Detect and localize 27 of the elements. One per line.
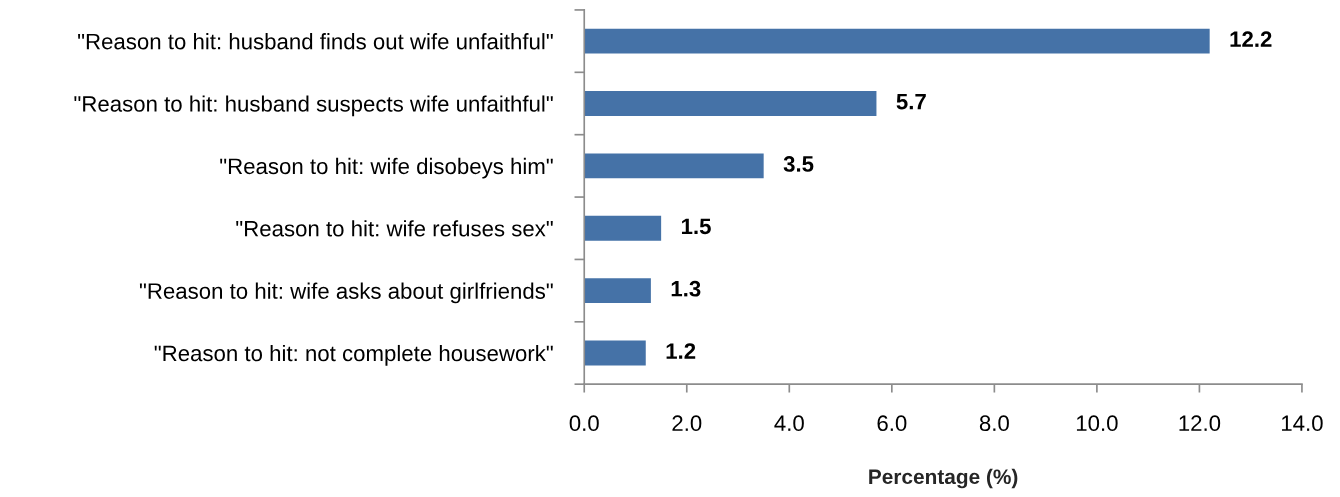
x-tick-label: 10.0 bbox=[1076, 415, 1118, 432]
data-label: 1.5 bbox=[681, 218, 711, 235]
bar bbox=[584, 215, 662, 241]
x-axis-title: Percentage (%) bbox=[869, 468, 1018, 489]
bar bbox=[584, 340, 646, 366]
x-tick-label: 6.0 bbox=[877, 415, 907, 432]
data-label: 12.2 bbox=[1230, 31, 1272, 47]
data-label: 3.5 bbox=[783, 156, 814, 172]
x-tick-label: 12.0 bbox=[1179, 415, 1221, 432]
data-label: 1.3 bbox=[671, 280, 701, 297]
y-tick-label: "Reason to hit: wife disobeys him" bbox=[220, 157, 553, 179]
data-label: 1.2 bbox=[666, 343, 696, 359]
x-tick-label: 0.0 bbox=[569, 415, 599, 432]
x-tick-label: 14.0 bbox=[1282, 415, 1323, 432]
x-tick-label: 2.0 bbox=[672, 415, 702, 432]
y-tick-label: "Reason to hit: wife refuses sex" bbox=[236, 220, 553, 237]
bar bbox=[584, 153, 764, 179]
x-tick-label: 4.0 bbox=[774, 415, 804, 432]
y-tick-label: "Reason to hit: not complete housework" bbox=[154, 344, 553, 366]
bar bbox=[584, 91, 877, 116]
y-tick-label: "Reason to hit: husband suspects wife unfaithful" bbox=[74, 95, 553, 117]
bar bbox=[584, 28, 1210, 54]
y-tick-label: "Reason to hit: wife asks about girlfriends" bbox=[139, 282, 553, 304]
y-tick-label: "Reason to hit: husband finds out wife unfaithful" bbox=[78, 33, 553, 50]
bar bbox=[584, 278, 651, 304]
x-tick-label: 8.0 bbox=[979, 415, 1009, 432]
data-label: 5.7 bbox=[896, 93, 926, 110]
